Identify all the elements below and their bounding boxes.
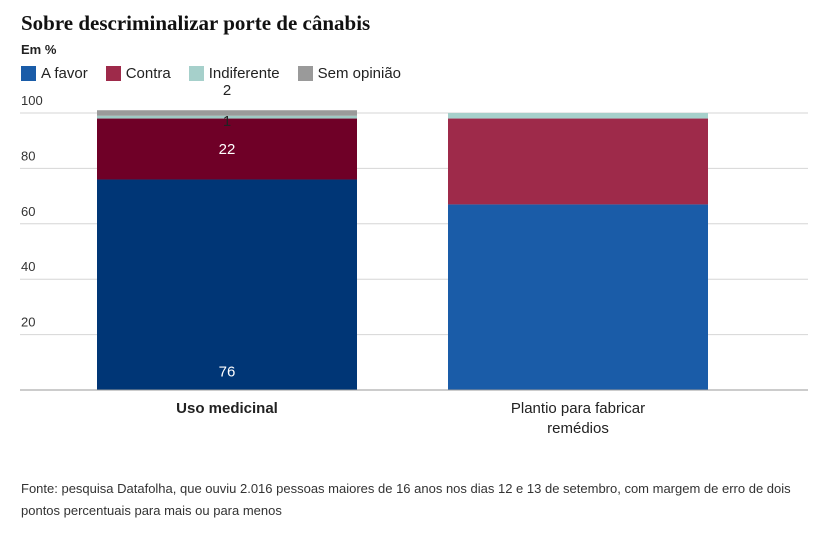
bar-segment [448,118,708,205]
bar-segment [448,204,708,390]
chart-title: Sobre descriminalizar porte de cânabis [21,11,371,35]
data-label: 2 [223,82,231,99]
y-tick-label: 100 [21,93,43,108]
y-tick-label: 40 [21,259,35,274]
bar-segment [97,115,357,119]
data-label: 76 [219,363,236,380]
legend-item: Sem opinião [297,65,402,82]
legend-item: Indiferente [188,65,280,82]
legend-swatch [188,66,204,81]
source-footnote: Fonte: pesquisa Datafolha, que ouviu 2.0… [21,481,791,518]
x-category-label: Plantio para fabricar [511,400,645,417]
y-tick-label: 60 [21,204,35,219]
legend-swatch [21,66,36,81]
y-tick-label: 80 [21,148,35,163]
legend-label: A favor [41,65,88,82]
bar-segment [97,118,357,180]
legend-label: Indiferente [208,65,280,82]
y-tick-label: 20 [21,315,35,330]
legend-swatch [297,66,313,81]
bar-segment [97,179,357,390]
x-category-label: Uso medicinal [176,400,278,417]
data-label: 22 [219,141,236,158]
legend-label: Contra [125,65,171,82]
data-label: 1 [223,113,231,130]
legend-swatch [105,66,121,81]
legend-label: Sem opinião [317,65,402,82]
chart-subtitle: Em % [21,42,57,57]
bar-segment [448,113,708,119]
stacked-bar-chart: 20 40 60 80 100 76 22 1 2 Uso medicinal Plantio pa… [20,82,808,437]
bar-segment [97,110,357,116]
x-category-label: remédios [547,420,609,437]
chart-legend: A favor Contra Indiferente Sem opinião [21,65,419,82]
legend-item: A favor [21,65,88,82]
legend-item: Contra [105,65,171,82]
